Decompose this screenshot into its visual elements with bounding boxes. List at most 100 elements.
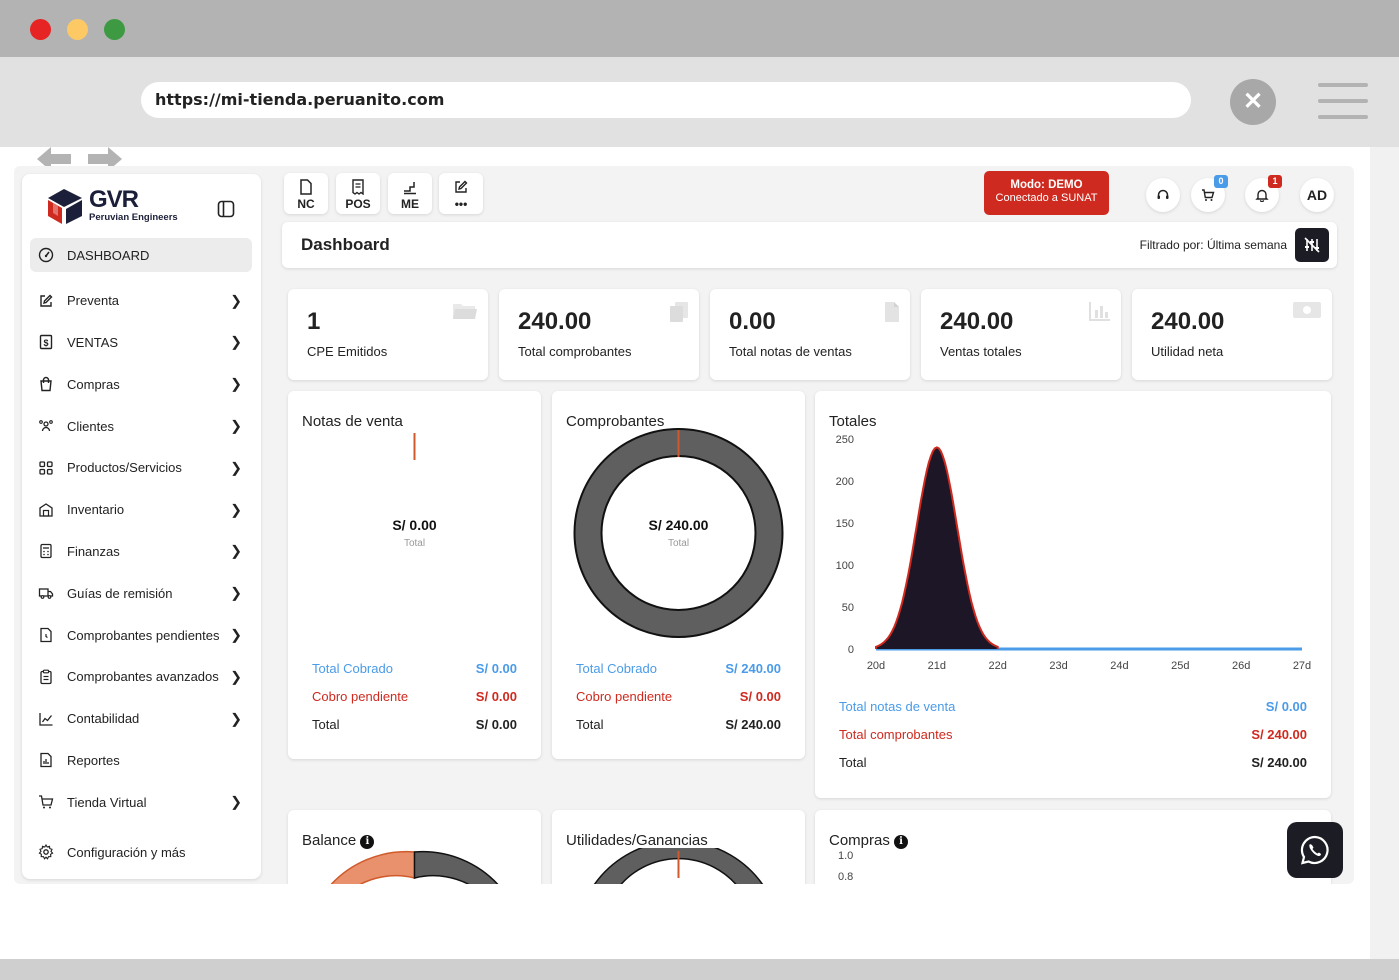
stat-label: Total notas de ventas (729, 344, 852, 359)
donut-label: Total (667, 538, 690, 549)
sunat-status-label: Conectado a SUNAT (995, 192, 1098, 204)
summary-row: Total notas de venta S/ 0.00 (839, 699, 1307, 717)
notas-donut-chart (413, 433, 416, 460)
balance-donut-chart (330, 850, 499, 884)
logo[interactable]: GVR Peruvian Engineers (46, 186, 186, 226)
row-value: S/ 0.00 (475, 717, 517, 732)
row-label: Total notas de venta (839, 699, 956, 714)
sidebar-item-compras[interactable]: Compras ❯ (30, 363, 252, 405)
back-arrow-icon[interactable] (33, 145, 73, 173)
utilidades-donut-chart (593, 848, 764, 884)
donut-slice (330, 850, 416, 884)
row-label: Total Cobrado (312, 661, 393, 676)
file-chart-icon (40, 753, 52, 768)
avatar[interactable]: AD (1300, 178, 1334, 212)
summary-row: Total Cobrado S/ 240.00 (576, 661, 781, 679)
x-tick-label: 21d (928, 660, 946, 672)
stat-card-notas: 0.00 Total notas de ventas (710, 289, 910, 380)
nc-button[interactable]: NC (284, 173, 328, 214)
logo-mark-icon (48, 189, 82, 224)
donut-slice (413, 850, 499, 884)
whatsapp-button[interactable] (1287, 822, 1343, 878)
sidebar-item-label: Productos/Servicios (67, 460, 182, 476)
chevron-right-icon: ❯ (230, 542, 242, 559)
gauge-icon (38, 247, 54, 263)
balance-title: Balance (302, 832, 357, 849)
x-tick-label: 25d (1171, 660, 1189, 672)
filter-label: Filtrado por: Última semana (1139, 238, 1287, 252)
filter-button[interactable] (1295, 228, 1329, 262)
steps-icon (404, 182, 416, 195)
sidebar-item-clientes[interactable]: Clientes ❯ (30, 405, 252, 447)
sidebar-item-comprobantes-pendientes[interactable]: Comprobantes pendientes ❯ (30, 614, 252, 656)
sidebar-item-label: Comprobantes pendientes (67, 627, 220, 643)
calculator-icon (40, 544, 52, 559)
filter-off-icon (1304, 237, 1320, 253)
close-window-dot[interactable] (30, 19, 51, 40)
me-button[interactable]: ME (388, 173, 432, 214)
summary-row: Total comprobantes S/ 240.00 (839, 727, 1307, 745)
stat-card-comprobantes: 240.00 Total comprobantes (499, 289, 699, 380)
row-value: S/ 0.00 (1265, 699, 1307, 714)
url-bar[interactable]: https://mi-tienda.peruanito.com (141, 82, 1191, 118)
sidebar-item-reportes[interactable]: Reportes (30, 740, 252, 782)
page-scrollbar[interactable] (1370, 147, 1399, 959)
sidebar-item-label: Clientes (67, 418, 114, 434)
sidebar-item-comprobantes-avanzados[interactable]: Comprobantes avanzados ❯ (30, 656, 252, 698)
support-button[interactable] (1146, 178, 1180, 212)
sidebar-item-label: Configuración y más (67, 844, 186, 860)
sidebar-item-productos[interactable]: Productos/Servicios ❯ (30, 447, 252, 489)
maximize-window-dot[interactable] (104, 19, 125, 40)
forward-arrow-icon[interactable] (86, 145, 126, 173)
notifications-button[interactable]: 1 (1245, 175, 1282, 212)
browser-titlebar (0, 0, 1399, 57)
row-value: S/ 240.00 (1251, 755, 1307, 770)
compras-title: Compras (829, 832, 890, 849)
money-icon (1293, 302, 1321, 318)
notification-count-badge: 1 (1268, 175, 1282, 188)
donut-value: S/ 0.00 (392, 517, 437, 533)
pos-label: POS (345, 197, 371, 211)
donut-center: S/ 0.00 Total (288, 517, 541, 549)
edit-icon (40, 294, 53, 307)
sidebar-item-label: Contabilidad (67, 711, 140, 727)
sidebar-item-ventas[interactable]: $ VENTAS ❯ (30, 322, 252, 364)
menu-line[interactable] (1318, 99, 1368, 103)
info-icon[interactable]: i (360, 835, 375, 849)
logo-text: GVR (89, 186, 139, 213)
y-tick-label: 250 (836, 434, 854, 446)
grid-icon (39, 461, 53, 475)
pos-button[interactable]: POS (336, 173, 380, 214)
donut-label: Total (403, 538, 426, 549)
x-tick-label: 22d (989, 660, 1007, 672)
more-label: ••• (454, 197, 468, 211)
more-button[interactable]: ••• (439, 173, 483, 214)
sidebar-item-label: Tienda Virtual (67, 794, 147, 810)
bar-chart-icon (1089, 302, 1110, 321)
balance-card: Balance i (288, 810, 541, 884)
menu-line[interactable] (1318, 115, 1368, 119)
sidebar-item-configuracion[interactable]: Configuración y más (30, 831, 252, 873)
row-value: S/ 240.00 (725, 661, 781, 676)
sidebar-item-inventario[interactable]: Inventario ❯ (30, 489, 252, 531)
cart-button[interactable]: 0 (1191, 175, 1228, 212)
series-line-comprobantes (875, 446, 999, 650)
file-clock-icon (40, 627, 52, 643)
sidebar-item-preventa[interactable]: Preventa ❯ (30, 280, 252, 322)
minimize-window-dot[interactable] (67, 19, 88, 40)
sidebar-toggle-icon[interactable] (217, 200, 235, 218)
menu-line[interactable] (1318, 83, 1368, 87)
sidebar-item-contabilidad[interactable]: Contabilidad ❯ (30, 698, 252, 740)
x-tick-label: 24d (1110, 660, 1128, 672)
card-title: Notas de venta (302, 413, 403, 430)
demo-mode-badge[interactable]: Modo: DEMO Conectado a SUNAT (984, 171, 1109, 215)
sidebar-item-guias[interactable]: Guías de remisión ❯ (30, 572, 252, 614)
sidebar: GVR Peruvian Engineers DASHBOARD Prevent… (22, 174, 261, 879)
sidebar-item-dashboard[interactable]: DASHBOARD (30, 238, 252, 272)
y-tick-label: 0 (848, 644, 854, 656)
sidebar-item-finanzas[interactable]: Finanzas ❯ (30, 531, 252, 573)
x-icon[interactable]: ✕ (1230, 79, 1276, 125)
info-icon[interactable]: i (894, 835, 909, 849)
stat-card-utilidad: 240.00 Utilidad neta (1132, 289, 1332, 380)
sidebar-item-tienda-virtual[interactable]: Tienda Virtual ❯ (30, 781, 252, 823)
